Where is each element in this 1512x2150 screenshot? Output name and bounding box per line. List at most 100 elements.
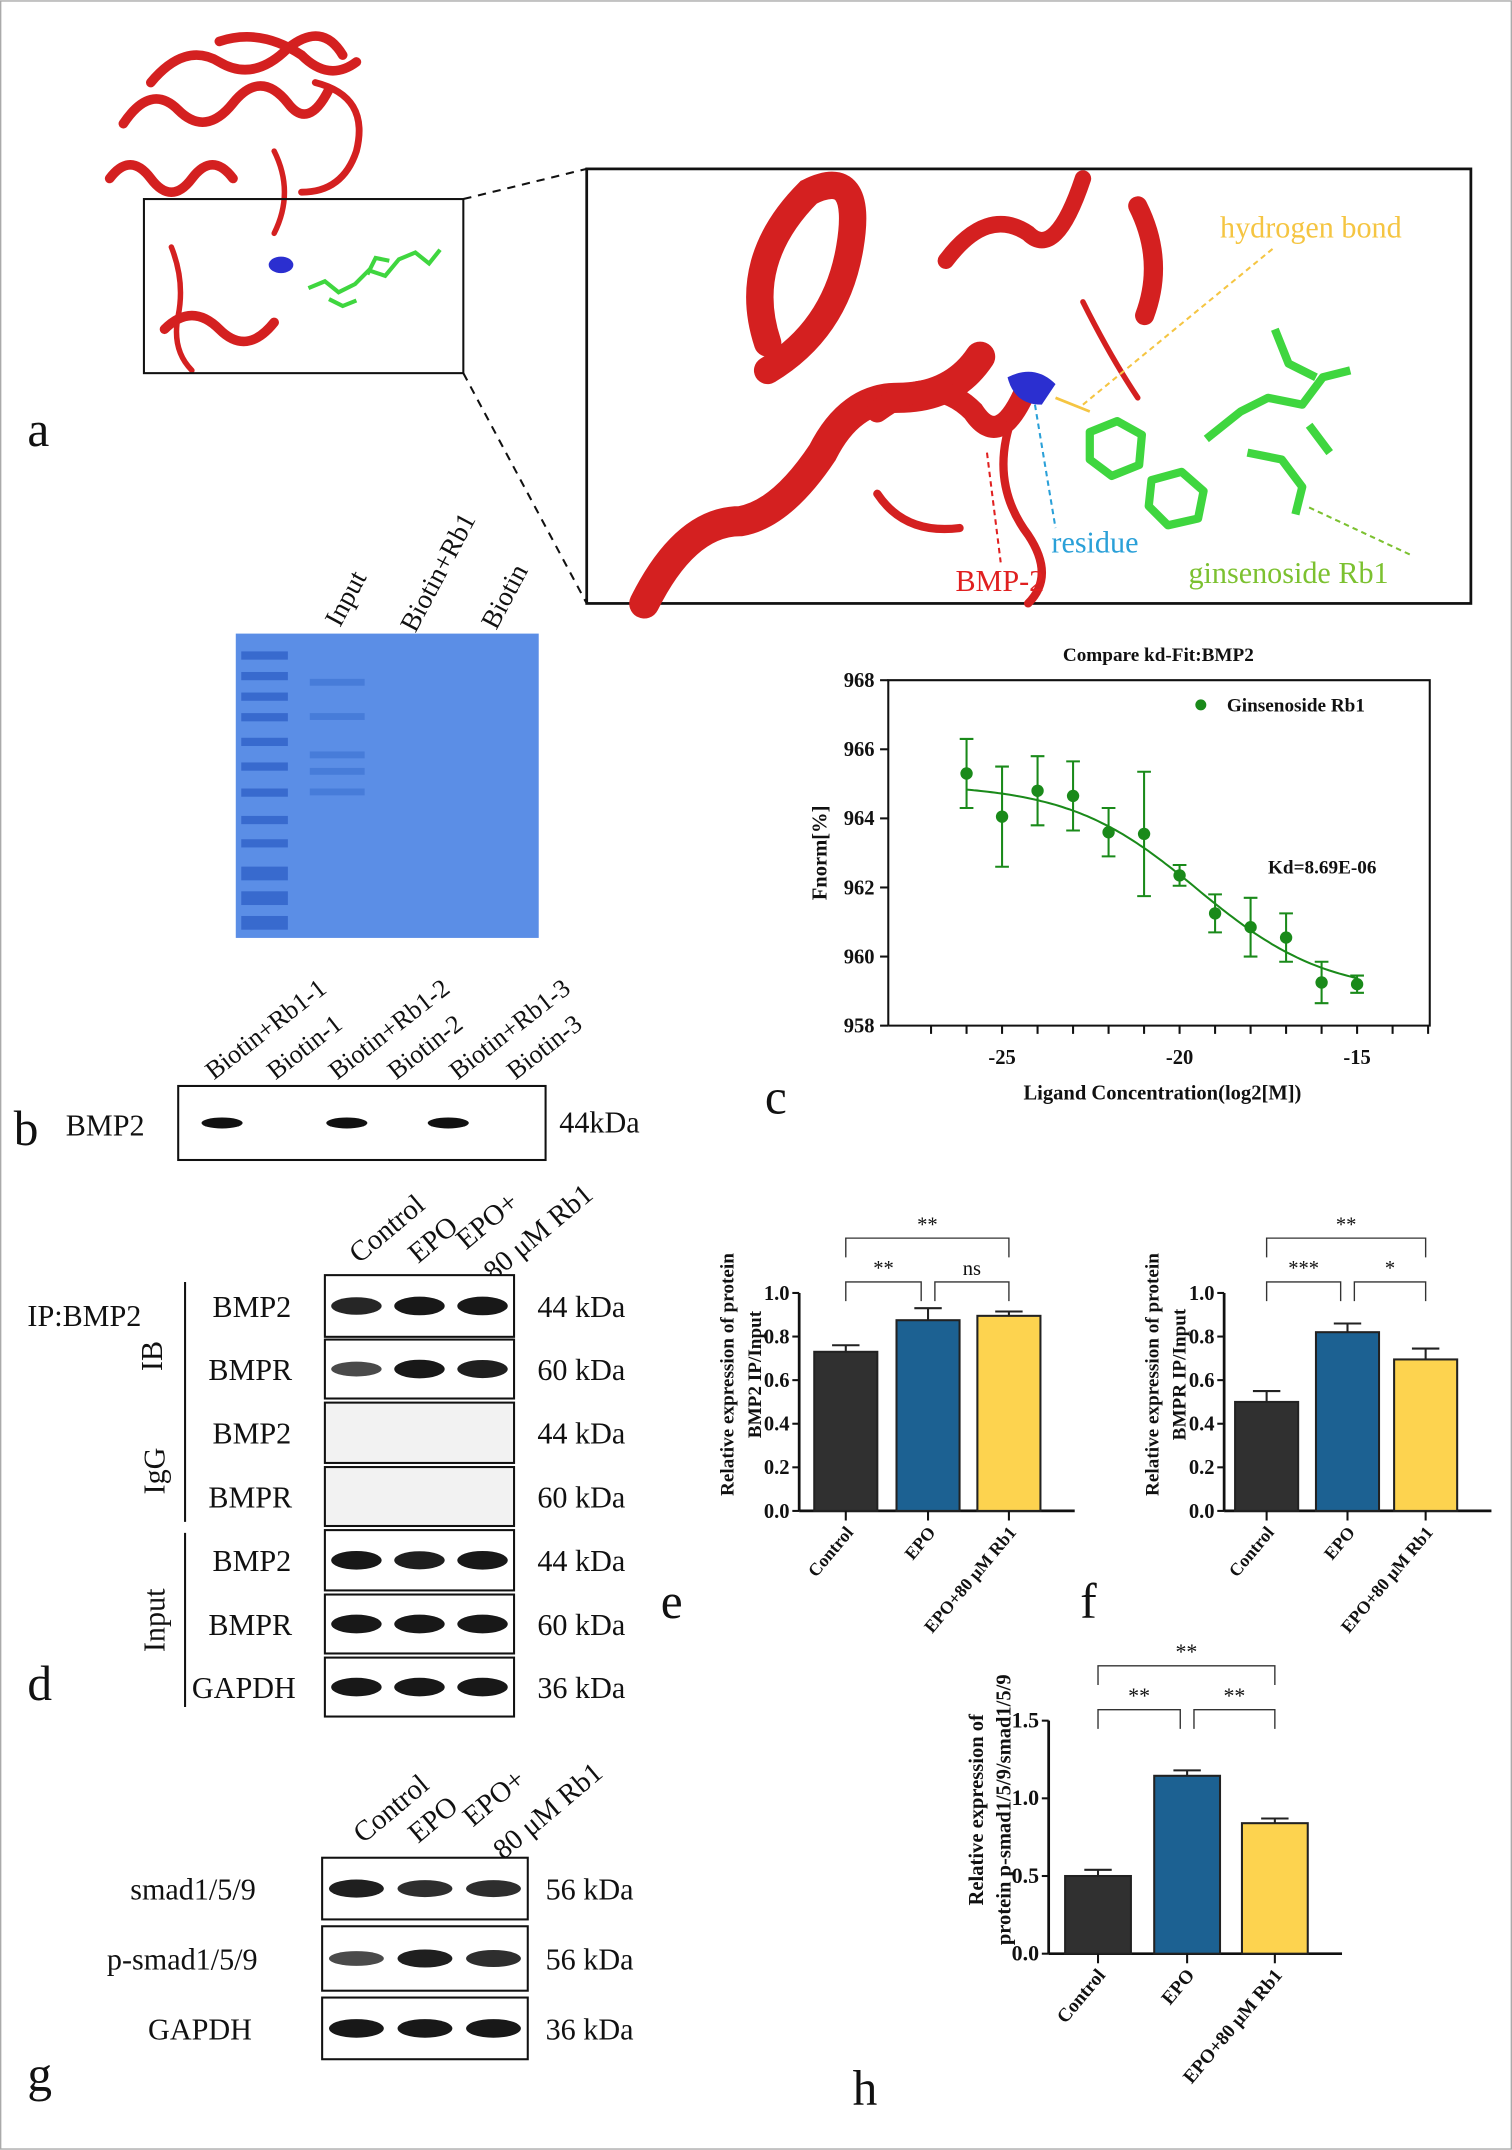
- ladder-band: [241, 866, 288, 881]
- hbond-leader: [1082, 246, 1276, 406]
- blot-band: [394, 1677, 445, 1697]
- ladder-band: [241, 737, 288, 747]
- y-tick-label: 1.0: [764, 1283, 790, 1305]
- blot-band: [457, 1296, 508, 1316]
- y-tick-label: 0.0: [1189, 1501, 1215, 1523]
- y-tick-label: 0.0: [1012, 1941, 1039, 1966]
- error-bar: [1252, 1390, 1281, 1402]
- y-tick-label: 968: [844, 670, 875, 692]
- significance-bracket: [845, 1237, 1010, 1258]
- blot-kda-label: 44kDa: [559, 1106, 639, 1140]
- group-label-ib: IB: [135, 1341, 169, 1371]
- data-point: [960, 767, 973, 780]
- ligand-overview: [307, 248, 442, 309]
- bar: [1064, 1874, 1132, 1955]
- y-axis-label: Relative expression of protein: [717, 1253, 738, 1496]
- data-point: [1031, 784, 1044, 797]
- gel-band: [309, 788, 365, 796]
- blot-band: [457, 1677, 508, 1697]
- error-bar: [1411, 1347, 1440, 1360]
- zoom-line: [462, 372, 588, 604]
- ladder-band: [241, 915, 288, 930]
- row-protein-label: BMPR: [208, 1608, 293, 1642]
- panel-letter-h: h: [853, 2060, 878, 2115]
- row-kda-label: 36 kDa: [537, 1671, 625, 1705]
- ladder-band: [241, 788, 288, 797]
- row-kda-label: 44 kDa: [537, 1417, 625, 1451]
- error-bar: [914, 1307, 942, 1321]
- data-point: [1102, 826, 1115, 839]
- error-bar: [832, 1344, 860, 1352]
- y-axis-label: BMP2 IP/Input: [745, 1310, 766, 1438]
- blot-band: [466, 2019, 521, 2038]
- y-tick-label: 966: [844, 739, 875, 761]
- protein-overview: [104, 31, 363, 374]
- blot-band: [331, 1550, 382, 1570]
- y-tick-label: 964: [844, 808, 875, 830]
- significance-label: *: [1385, 1258, 1395, 1280]
- blot-box: [323, 1401, 516, 1464]
- kd-annotation: Kd=8.69E-06: [1268, 857, 1377, 878]
- row-protein-label: BMP2: [212, 1417, 291, 1451]
- y-tick-label: 0.2: [764, 1457, 790, 1479]
- row-protein-label: smad1/5/9: [130, 1873, 256, 1907]
- panel-letter-g: g: [27, 2047, 52, 2102]
- data-point: [1315, 976, 1328, 989]
- blot-box: [323, 1466, 516, 1528]
- blot-band: [331, 1614, 382, 1634]
- row-kda-label: 44 kDa: [537, 1544, 625, 1578]
- y-tick-label: 1.0: [1189, 1283, 1215, 1305]
- blot-band: [394, 1551, 445, 1570]
- blot-band: [397, 1949, 453, 1968]
- gel-band: [309, 713, 365, 720]
- ladder-band: [241, 651, 288, 660]
- ladder-band: [241, 815, 288, 825]
- y-tick-label: 0.2: [1189, 1457, 1215, 1479]
- bar: [1393, 1358, 1459, 1512]
- error-bar: [1333, 1322, 1362, 1333]
- x-axis-label: Ligand Concentration(log2[M]): [1023, 1083, 1301, 1105]
- y-tick-label: 962: [844, 877, 875, 899]
- gel-band: [309, 678, 365, 686]
- plot-frame: [887, 679, 1431, 1027]
- ladder-band: [241, 839, 288, 848]
- y-tick-label: 0.6: [764, 1370, 790, 1392]
- zoom-line: [463, 167, 587, 201]
- panel-a: hydrogen bond residue BMP-2 ginsenoside …: [27, 31, 1473, 619]
- row-kda-label: 44 kDa: [537, 1290, 625, 1324]
- row-kda-label: 56 kDa: [546, 1873, 634, 1907]
- blot-band: [201, 1117, 243, 1129]
- row-protein-label: BMPR: [208, 1480, 293, 1514]
- coomassie-gel: Input Biotin+Rb1 Biotin: [235, 508, 539, 938]
- residue-overview: [268, 256, 294, 274]
- data-point: [1279, 931, 1293, 944]
- row-protein-label: BMPR: [208, 1353, 293, 1387]
- legend-label: Ginsenoside Rb1: [1227, 696, 1365, 717]
- blot-band: [457, 1550, 508, 1570]
- data-point: [1173, 869, 1186, 882]
- significance-bracket: [845, 1281, 922, 1302]
- panel-letter-f: f: [1080, 1574, 1097, 1629]
- y-tick-label: 0.5: [1012, 1863, 1039, 1888]
- blot-band: [397, 2019, 453, 2038]
- blot-band: [457, 1359, 508, 1379]
- data-point: [1208, 907, 1222, 920]
- fit-curve: [966, 788, 1358, 980]
- group-label-input: Input: [137, 1588, 171, 1652]
- blot-band: [328, 2019, 384, 2038]
- y-tick-label: 0.0: [764, 1501, 790, 1523]
- residue-label: residue: [1051, 526, 1138, 560]
- blot-band: [397, 1880, 453, 1898]
- bar: [1314, 1331, 1381, 1512]
- gel-band: [309, 767, 365, 775]
- data-point: [1066, 789, 1080, 803]
- blot-protein-label: BMP2: [66, 1108, 145, 1142]
- bar: [1234, 1400, 1300, 1512]
- group-label-igg: IgG: [137, 1448, 171, 1495]
- panel-letter-e: e: [661, 1574, 683, 1629]
- significance-label: **: [1336, 1214, 1357, 1236]
- data-point: [1244, 921, 1257, 934]
- significance-bracket: [1097, 1708, 1181, 1729]
